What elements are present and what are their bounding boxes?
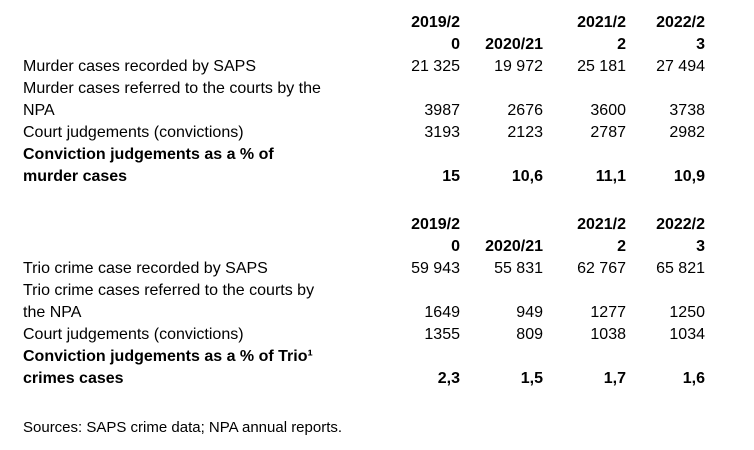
value-cell: 1250 [669, 304, 705, 321]
value-cell: 2123 [507, 124, 543, 141]
value-cell: 2676 [507, 102, 543, 119]
year-column-header: 2021/2 2 [577, 216, 626, 255]
value-cell: 1,6 [682, 370, 705, 387]
value-cell: 1,7 [603, 370, 626, 387]
value-cell: 2787 [590, 124, 626, 141]
value-cell: 1355 [424, 326, 460, 343]
trio-crimes-table: 2019/2 0 2020/21 2021/2 2 2022/2 3 Trio cri… [23, 214, 705, 390]
year-column-header: 2021/2 2 [577, 14, 626, 53]
year-column-header: 2022/2 3 [656, 216, 705, 255]
year-column-header: 2020/21 [485, 36, 543, 53]
table-row: Trio crime case recorded by SAPS 59 943 55… [23, 258, 705, 280]
sources-note: Sources: SAPS crime data; NPA annual rep… [23, 419, 343, 436]
murder-table-body: Murder cases recorded by SAPS 21 325 19 97… [23, 56, 705, 188]
label-column-header [23, 214, 401, 258]
value-cell: 21 325 [411, 58, 460, 75]
value-cell: 27 494 [656, 58, 705, 75]
value-cell: 65 821 [656, 260, 705, 277]
row-label: Conviction judgements as a % of Trio¹ cr… [23, 348, 313, 387]
value-cell: 1034 [669, 326, 705, 343]
row-label: Court judgements (convictions) [23, 326, 244, 343]
row-label: Conviction judgements as a % of murder c… [23, 146, 274, 185]
value-cell: 59 943 [411, 260, 460, 277]
row-label: Trio crime case recorded by SAPS [23, 260, 268, 277]
value-cell: 11,1 [595, 168, 626, 185]
year-column-header: 2022/2 3 [656, 14, 705, 53]
table-row: Murder cases referred to the courts by t… [23, 78, 705, 122]
value-cell: 949 [516, 304, 543, 321]
value-cell: 25 181 [577, 58, 626, 75]
row-label: Murder cases referred to the courts by t… [23, 80, 321, 119]
label-column-header [23, 12, 401, 56]
year-column-header: 2020/21 [485, 238, 543, 255]
value-cell: 3193 [424, 124, 460, 141]
year-column-header: 2019/2 0 [411, 14, 460, 53]
murder-table-header: 2019/2 0 2020/21 2021/2 2 2022/2 3 [23, 12, 705, 56]
value-cell: 3987 [424, 102, 460, 119]
table-row: Conviction judgements as a % of murder c… [23, 144, 705, 188]
value-cell: 1,5 [520, 370, 543, 387]
table-row: Court judgements (convictions) 1355 809 103… [23, 324, 705, 346]
row-label: Court judgements (convictions) [23, 124, 244, 141]
value-cell: 1038 [590, 326, 626, 343]
row-label: Murder cases recorded by SAPS [23, 58, 256, 75]
value-cell: 3738 [669, 102, 705, 119]
value-cell: 1649 [424, 304, 460, 321]
table-row: Murder cases recorded by SAPS 21 325 19 97… [23, 56, 705, 78]
header-row: 2019/2 0 2020/21 2021/2 2 2022/2 3 [23, 12, 705, 56]
year-column-header: 2019/2 0 [411, 216, 460, 255]
value-cell: 2982 [669, 124, 705, 141]
value-cell: 809 [516, 326, 543, 343]
value-cell: 55 831 [494, 260, 543, 277]
value-cell: 1277 [590, 304, 626, 321]
value-cell: 3600 [590, 102, 626, 119]
header-row: 2019/2 0 2020/21 2021/2 2 2022/2 3 [23, 214, 705, 258]
trio-table-body: Trio crime case recorded by SAPS 59 943 55… [23, 258, 705, 390]
value-cell: 10,9 [673, 168, 705, 185]
value-cell: 10,6 [511, 168, 543, 185]
value-cell: 19 972 [494, 58, 543, 75]
murder-cases-table: 2019/2 0 2020/21 2021/2 2 2022/2 3 Murder c… [23, 12, 705, 188]
value-cell: 2,3 [437, 370, 460, 387]
trio-table-header: 2019/2 0 2020/21 2021/2 2 2022/2 3 [23, 214, 705, 258]
table-row: Court judgements (convictions) 3193 2123 27… [23, 122, 705, 144]
value-cell: 15 [442, 168, 460, 185]
value-cell: 62 767 [577, 260, 626, 277]
row-label: Trio crime cases referred to the courts … [23, 282, 315, 321]
table-row: Trio crime cases referred to the courts … [23, 280, 705, 324]
table-row: Conviction judgements as a % of Trio¹ cr… [23, 346, 705, 390]
